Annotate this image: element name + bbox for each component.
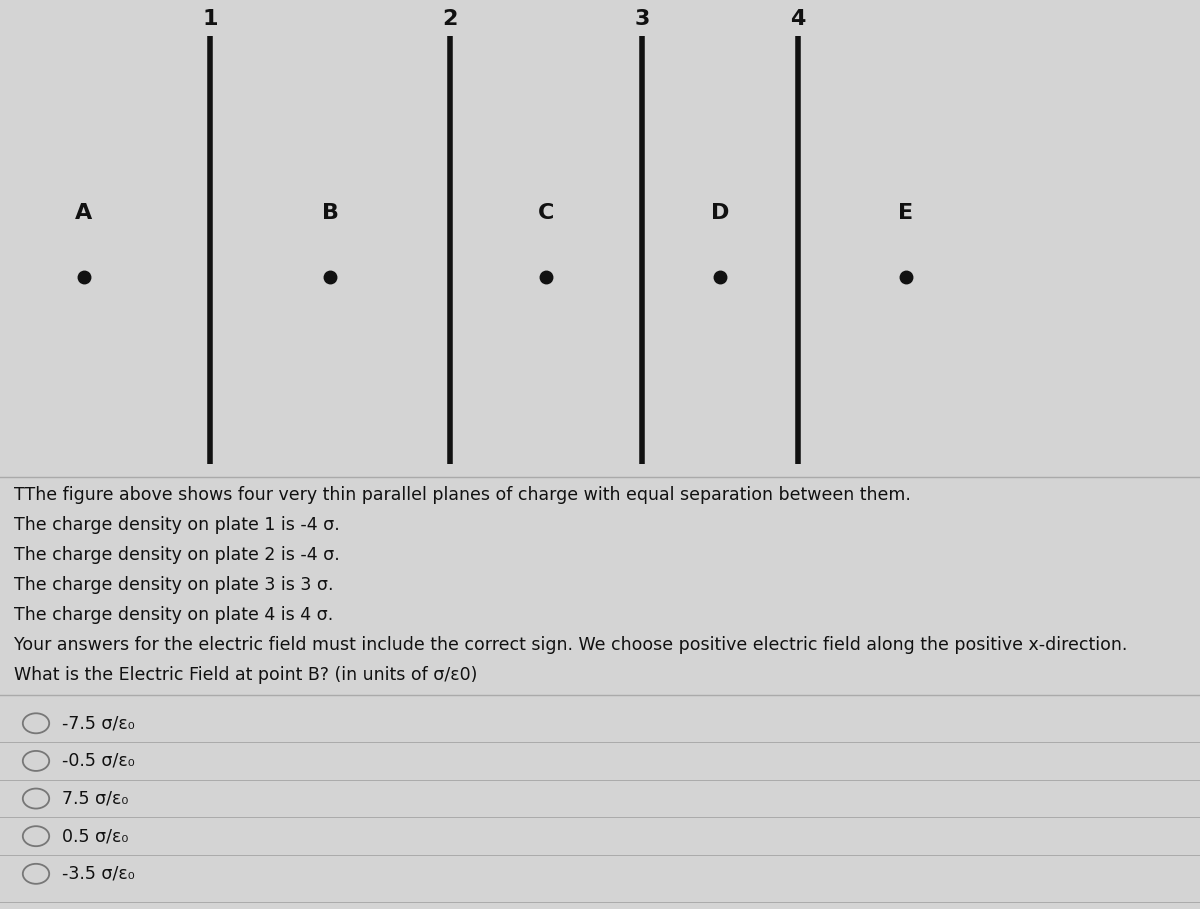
Text: Your answers for the electric field must include the correct sign. We choose pos: Your answers for the electric field must… (14, 636, 1128, 654)
Text: C: C (538, 203, 554, 223)
Text: The charge density on plate 4 is 4 σ.: The charge density on plate 4 is 4 σ. (14, 606, 334, 624)
Text: -3.5 σ/ε₀: -3.5 σ/ε₀ (62, 864, 136, 883)
Text: D: D (710, 203, 730, 223)
Text: 2: 2 (443, 9, 457, 29)
Text: B: B (322, 203, 338, 223)
Text: 4: 4 (791, 9, 805, 29)
Text: A: A (76, 203, 92, 223)
Text: The charge density on plate 3 is 3 σ.: The charge density on plate 3 is 3 σ. (14, 576, 334, 594)
Text: 1: 1 (203, 9, 217, 29)
Text: -0.5 σ/ε₀: -0.5 σ/ε₀ (62, 752, 136, 770)
Text: The charge density on plate 1 is -4 σ.: The charge density on plate 1 is -4 σ. (14, 516, 340, 534)
Text: -7.5 σ/ε₀: -7.5 σ/ε₀ (62, 714, 136, 733)
Text: 3: 3 (635, 9, 649, 29)
Text: TThe figure above shows four very thin parallel planes of charge with equal sepa: TThe figure above shows four very thin p… (14, 486, 911, 504)
Text: The charge density on plate 2 is -4 σ.: The charge density on plate 2 is -4 σ. (14, 546, 340, 564)
Text: 7.5 σ/ε₀: 7.5 σ/ε₀ (62, 790, 128, 807)
Text: 0.5 σ/ε₀: 0.5 σ/ε₀ (62, 827, 128, 845)
Text: E: E (899, 203, 913, 223)
Text: What is the Electric Field at point B? (in units of σ/ε0): What is the Electric Field at point B? (… (14, 666, 478, 684)
